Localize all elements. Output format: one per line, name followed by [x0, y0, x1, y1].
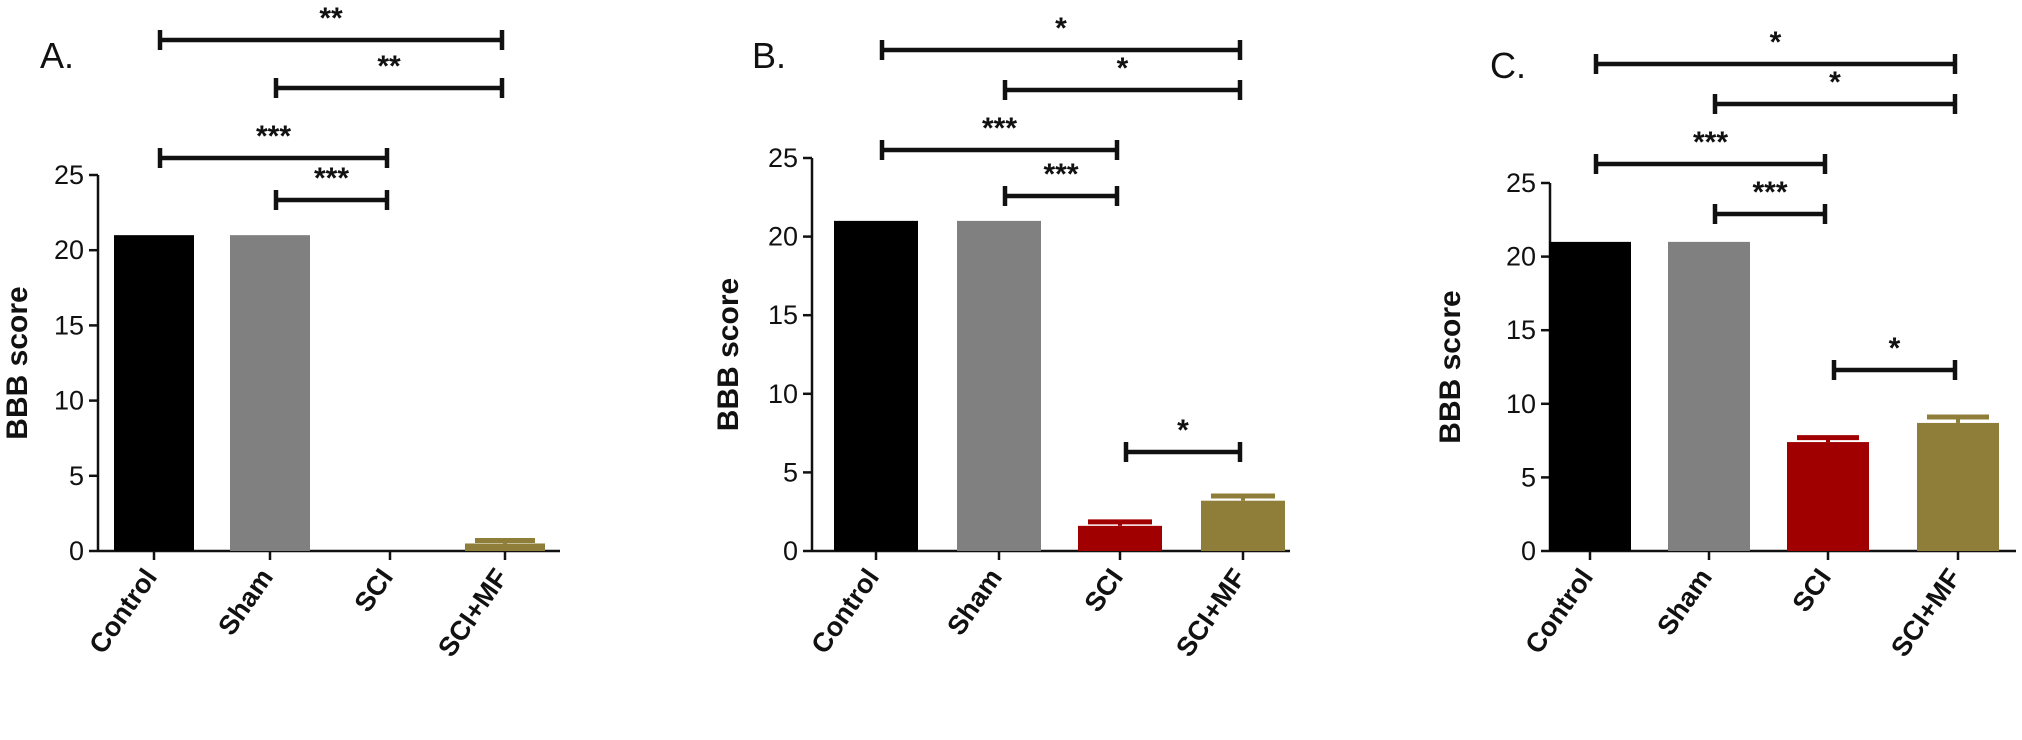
chart-panel-2: B. BBB score 0 5 10 15 20 25 Control Sham SCI SCI+M…	[712, 12, 1290, 662]
y-tick-label: 5	[69, 461, 84, 491]
y-tick-label: 0	[69, 536, 84, 566]
y-tick-label: 25	[1506, 168, 1536, 198]
y-tick-label: 20	[768, 222, 798, 252]
y-tick-label: 20	[54, 235, 84, 265]
category-label: SCI	[1079, 563, 1129, 617]
category-label: Sham	[941, 563, 1008, 640]
chart-panel-1: A. BBB score 0 5 10 15 20 25 Control Sham SCI SCI+M…	[1, 2, 560, 662]
bar-sci-mf	[465, 543, 545, 551]
bar-sci-mf	[1201, 500, 1285, 551]
significance-label: ***	[1752, 176, 1787, 209]
bar-sci	[1787, 442, 1869, 551]
category-label: Control	[805, 563, 885, 659]
bar-sham	[1668, 241, 1750, 551]
chart-panel-3: C. BBB score 0 5 10 15 20 25 Control Sham SCI SCI+M…	[1434, 26, 2016, 662]
y-tick-label: 10	[54, 386, 84, 416]
significance-label: ***	[314, 162, 349, 195]
significance-label: *	[1055, 12, 1067, 45]
category-label: SCI+MF	[1170, 563, 1252, 662]
significance-label: *	[1829, 66, 1841, 99]
category-label: SCI+MF	[432, 563, 514, 662]
bar-sci	[1078, 525, 1162, 551]
bar-sham	[230, 235, 310, 551]
category-label: Control	[83, 563, 163, 659]
panel-letter: A.	[40, 35, 74, 76]
bar-sci-mf	[1917, 422, 1999, 551]
y-axis-label: BBB score	[712, 278, 745, 431]
y-axis-label: BBB score	[1434, 290, 1467, 443]
y-axis-label: BBB score	[1, 286, 34, 439]
bar-control	[834, 220, 918, 551]
significance-label: ***	[982, 112, 1017, 145]
significance-label: **	[377, 50, 401, 83]
category-label: Control	[1519, 563, 1599, 659]
y-tick-label: 0	[783, 536, 798, 566]
y-tick-label: 5	[1521, 462, 1536, 492]
panel-letter: B.	[752, 35, 786, 76]
category-label: SCI	[1787, 563, 1837, 617]
y-tick-label: 10	[768, 379, 798, 409]
y-tick-label: 25	[54, 160, 84, 190]
category-label: Sham	[1651, 563, 1718, 640]
y-tick-label: 25	[768, 143, 798, 173]
significance-label: ***	[256, 120, 291, 153]
significance-label: ***	[1693, 126, 1728, 159]
panel-letter: C.	[1490, 45, 1526, 86]
category-label: SCI	[349, 563, 399, 617]
category-label: SCI+MF	[1885, 563, 1967, 662]
significance-label: *	[1770, 26, 1782, 59]
y-tick-label: 20	[1506, 242, 1536, 272]
significance-label: **	[319, 2, 343, 35]
significance-label: *	[1177, 414, 1189, 447]
y-tick-label: 10	[1506, 389, 1536, 419]
bar-sham	[957, 220, 1041, 551]
y-tick-label: 5	[783, 457, 798, 487]
y-tick-label: 15	[1506, 315, 1536, 345]
y-tick-label: 0	[1521, 536, 1536, 566]
significance-label: *	[1889, 332, 1901, 365]
bar-control	[114, 235, 194, 551]
significance-label: *	[1117, 52, 1129, 85]
y-tick-label: 15	[768, 300, 798, 330]
bar-control	[1549, 241, 1631, 551]
significance-label: ***	[1043, 158, 1078, 191]
category-label: Sham	[212, 563, 279, 640]
y-tick-label: 15	[54, 310, 84, 340]
